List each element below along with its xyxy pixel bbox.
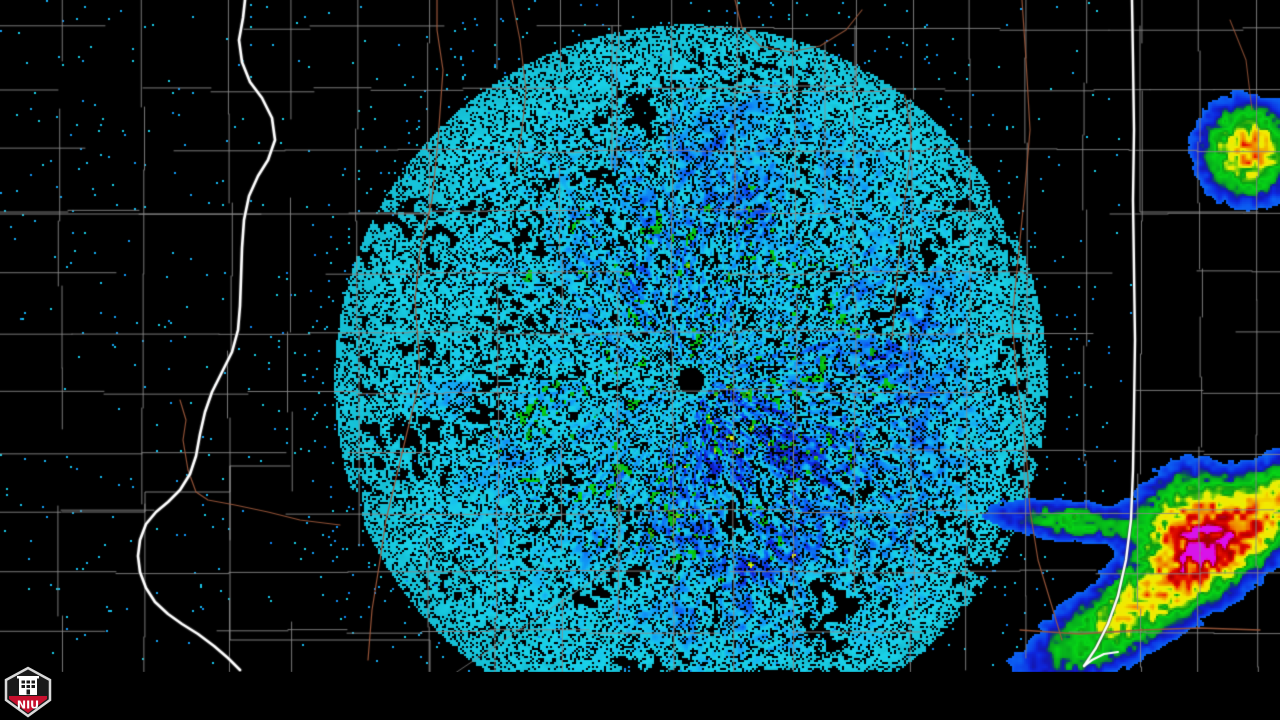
niu-logo: NIU [4, 666, 52, 718]
status-bar: KILX LONG RANGE BASE REFLECTIVITY (0.25K… [0, 672, 1280, 720]
niu-logo-text: NIU [17, 699, 39, 712]
